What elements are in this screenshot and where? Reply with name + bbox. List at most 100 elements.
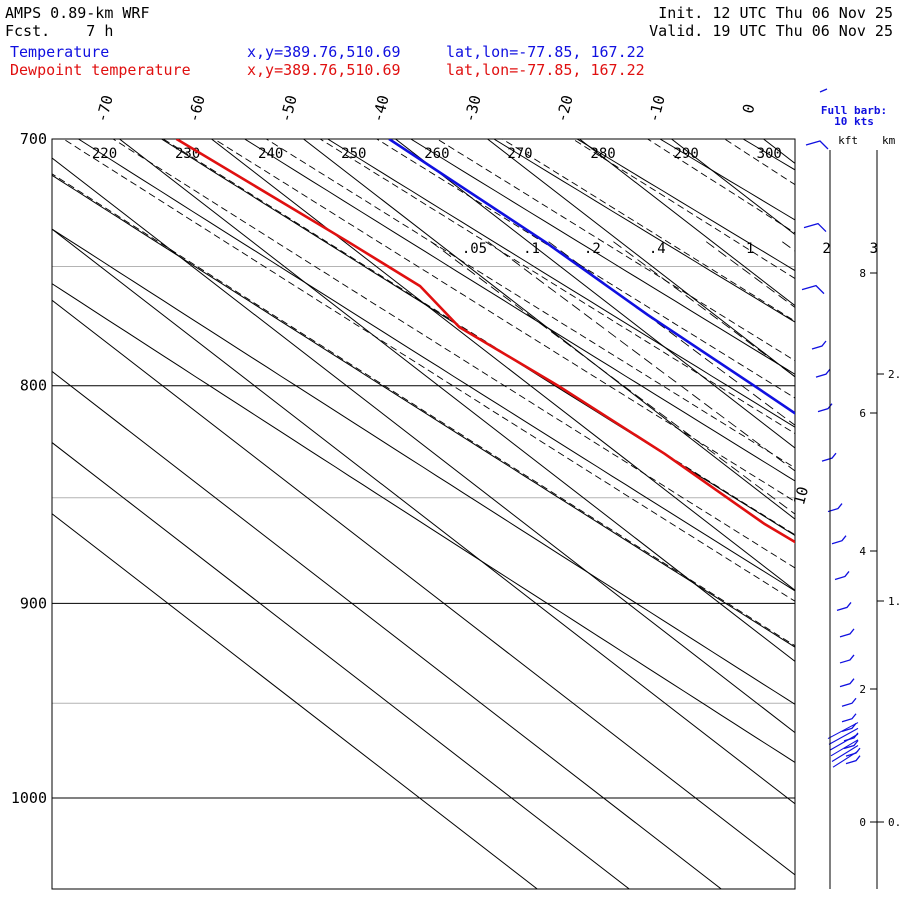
dry-adiabat <box>659 139 795 221</box>
pressure-label: 1000 <box>11 789 47 807</box>
profile-layer <box>175 139 795 544</box>
isotherm <box>487 139 795 378</box>
theta-label: 290 <box>673 146 698 162</box>
wind-barb <box>821 452 837 462</box>
valid-time: Valid. 19 UTC Thu 06 Nov 25 <box>649 22 893 40</box>
barb-note-line2: 10 kts <box>834 115 874 128</box>
km-tick-label: 1. <box>888 595 900 608</box>
moist-adiabat <box>375 139 795 399</box>
wind-barb <box>839 628 855 638</box>
kft-label: kft <box>838 134 858 147</box>
isotherm <box>211 139 795 591</box>
legend-temperature-label: Temperature <box>10 43 110 61</box>
km-tick-label: 2. <box>888 368 900 381</box>
wind-barb <box>843 732 859 742</box>
wind-barb <box>834 571 850 581</box>
wind-barb <box>841 697 857 707</box>
wind-barb-staff <box>827 722 859 740</box>
wind-barb-staff <box>830 739 859 757</box>
mixing-ratio-label: .4 <box>649 241 666 257</box>
wind-barb <box>801 284 825 295</box>
moist-adiabat <box>162 139 795 536</box>
label-layer: 700 800 900 1000 -70 -60 -50 -40 -30 -20 -10 0 10 220… <box>11 93 887 807</box>
dry-adiabat <box>576 139 795 272</box>
grid-layer <box>52 139 900 889</box>
mixing-ratio-line <box>864 242 900 881</box>
dry-adiabat <box>161 139 795 537</box>
km-label: km <box>882 134 896 147</box>
pressure-label: 900 <box>20 594 47 612</box>
barb-note-line1: Full barb: <box>821 104 887 117</box>
wind-barb-layer <box>801 88 861 768</box>
isotherm <box>52 157 795 734</box>
isotherm <box>763 139 795 164</box>
legend-dewpoint-label: Dewpoint temperature <box>10 61 191 79</box>
height-axis-layer: kft km 0 2 4 6 8 0. 1. 2. <box>829 134 900 889</box>
wind-barb <box>839 654 855 664</box>
theta-label: 300 <box>757 146 782 162</box>
theta-label: 280 <box>590 146 615 162</box>
moist-adiabat <box>571 139 795 280</box>
kft-tick-label: 8 <box>859 267 866 280</box>
isotherm-label-10: 10 <box>790 485 812 507</box>
dry-adiabat <box>78 139 795 592</box>
legend-temperature-xy: x,y=389.76,510.69 <box>247 43 401 61</box>
wind-barb-staff <box>829 733 859 751</box>
kft-tick-label: 2 <box>859 683 866 696</box>
barb-note-sample <box>819 88 828 93</box>
kft-tick-label: 0 <box>859 816 866 829</box>
model-title: AMPS 0.89-km WRF <box>5 4 150 22</box>
isotherm <box>579 139 795 307</box>
isotherm-label: -10 <box>644 93 668 124</box>
wind-barb <box>815 368 831 378</box>
wind-barb-staff <box>832 750 859 768</box>
dry-adiabat <box>493 139 795 323</box>
mixing-ratio-label: .05 <box>462 241 487 257</box>
pressure-label: 700 <box>20 130 47 148</box>
isotherm <box>52 370 722 889</box>
frame-layer <box>51 138 796 890</box>
isotherm-label: -30 <box>460 93 484 124</box>
legend-dewpoint-latlon: lat,lon=-77.85, 167.22 <box>446 61 645 79</box>
wind-barb <box>845 755 861 765</box>
isotherm <box>52 299 795 876</box>
forecast-label: Fcst. 7 h <box>5 23 113 40</box>
isotherm-label: 0 <box>739 102 759 115</box>
wind-barb <box>805 140 829 150</box>
isotherm-label: -60 <box>184 93 208 124</box>
theta-label: 270 <box>507 146 532 162</box>
mixing-ratio-label: .1 <box>523 241 540 257</box>
theta-label: 250 <box>341 146 366 162</box>
dry-adiabat <box>52 283 795 764</box>
mixing-ratio-line <box>830 242 900 881</box>
moist-adiabat <box>112 139 795 569</box>
theta-label: 220 <box>92 146 117 162</box>
isotherm-label: -20 <box>552 93 576 124</box>
dry-adiabat <box>244 139 795 482</box>
wind-barb-staff <box>828 727 859 745</box>
wind-barb <box>831 535 847 545</box>
wind-barb <box>841 713 857 723</box>
kft-tick-label: 6 <box>859 407 866 420</box>
wind-barb <box>827 503 843 513</box>
dry-adiabat <box>410 139 795 375</box>
isotherm <box>671 139 795 236</box>
dry-adiabat <box>52 174 795 648</box>
wind-barb <box>841 722 857 732</box>
mixing-ratio-line <box>487 241 795 472</box>
forecast-hours: 7 h <box>86 22 114 40</box>
dry-adiabat <box>327 139 795 428</box>
wind-barb <box>843 740 859 750</box>
mixing-ratio-label: .2 <box>584 241 601 257</box>
isotherm <box>119 139 795 663</box>
forecast-label-text: Fcst. <box>5 22 51 40</box>
moist-adiabat <box>62 139 795 602</box>
mixing-ratio-line <box>782 241 795 252</box>
wind-barb <box>811 340 827 350</box>
temperature-profile <box>388 139 795 415</box>
isotherm-label: -70 <box>92 93 116 124</box>
wind-barb-staff <box>831 745 859 762</box>
dewpoint-profile <box>175 139 795 544</box>
wind-barb <box>803 222 827 233</box>
